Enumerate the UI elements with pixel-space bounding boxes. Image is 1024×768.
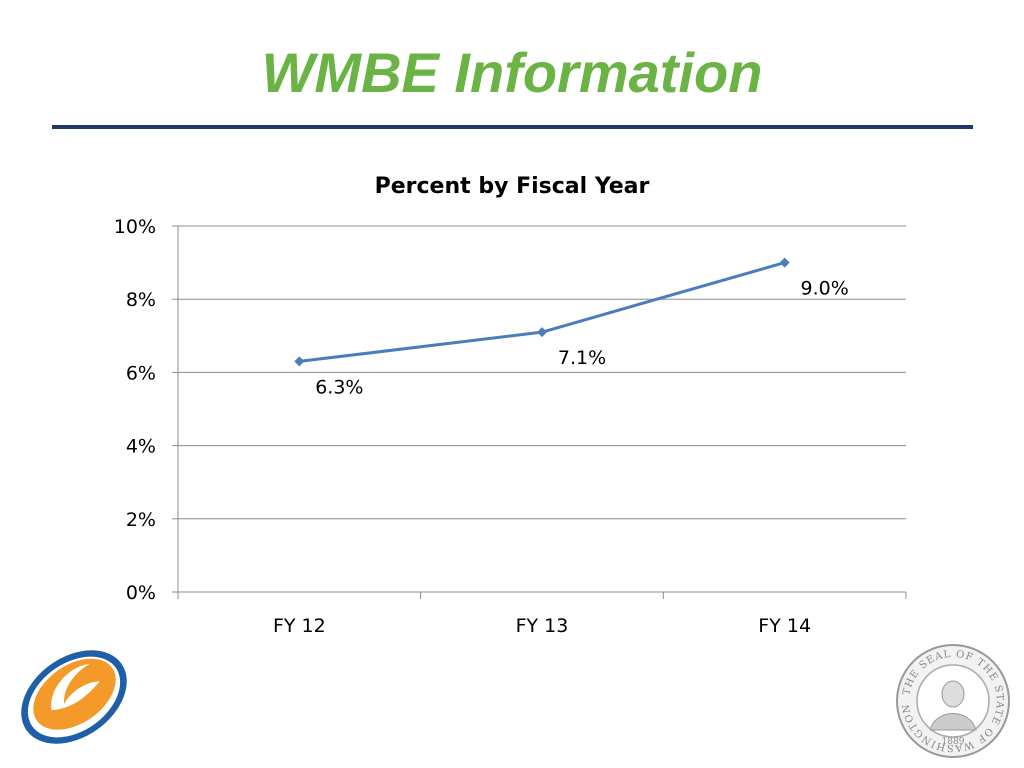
data-point <box>294 356 305 367</box>
data-point <box>537 327 547 338</box>
y-tick-label: 6% <box>126 362 156 384</box>
data-label: 9.0% <box>801 278 849 300</box>
y-tick-label: 8% <box>126 289 156 311</box>
data-label: 7.1% <box>558 347 606 369</box>
y-tick-label: 10% <box>114 216 156 238</box>
seal-year: 1889 <box>942 737 965 747</box>
organization-logo <box>21 650 127 744</box>
x-tick-label: FY 12 <box>273 615 326 637</box>
washington-state-seal: THE SEAL OF THE STATE OF WASHINGTON 1889 <box>896 644 1010 758</box>
data-point <box>779 257 790 268</box>
y-tick-label: 2% <box>126 509 156 531</box>
chart-title: Percent by Fiscal Year <box>375 174 650 199</box>
y-tick-label: 0% <box>126 582 156 604</box>
x-tick-label: FY 14 <box>758 615 811 637</box>
data-label: 6.3% <box>315 376 363 398</box>
data-series: 6.3% 7.1% 9.0% <box>294 257 849 398</box>
series-line <box>299 261 786 363</box>
slide-title: WMBE Information <box>261 41 763 104</box>
x-tick-label: FY 13 <box>516 615 569 637</box>
y-tick-label: 4% <box>126 436 156 458</box>
axes: 0% 2% 4% 6% 8% 10% FY 12 FY 13 FY 14 <box>114 216 907 637</box>
title-divider <box>52 125 973 129</box>
gridlines <box>178 225 906 520</box>
